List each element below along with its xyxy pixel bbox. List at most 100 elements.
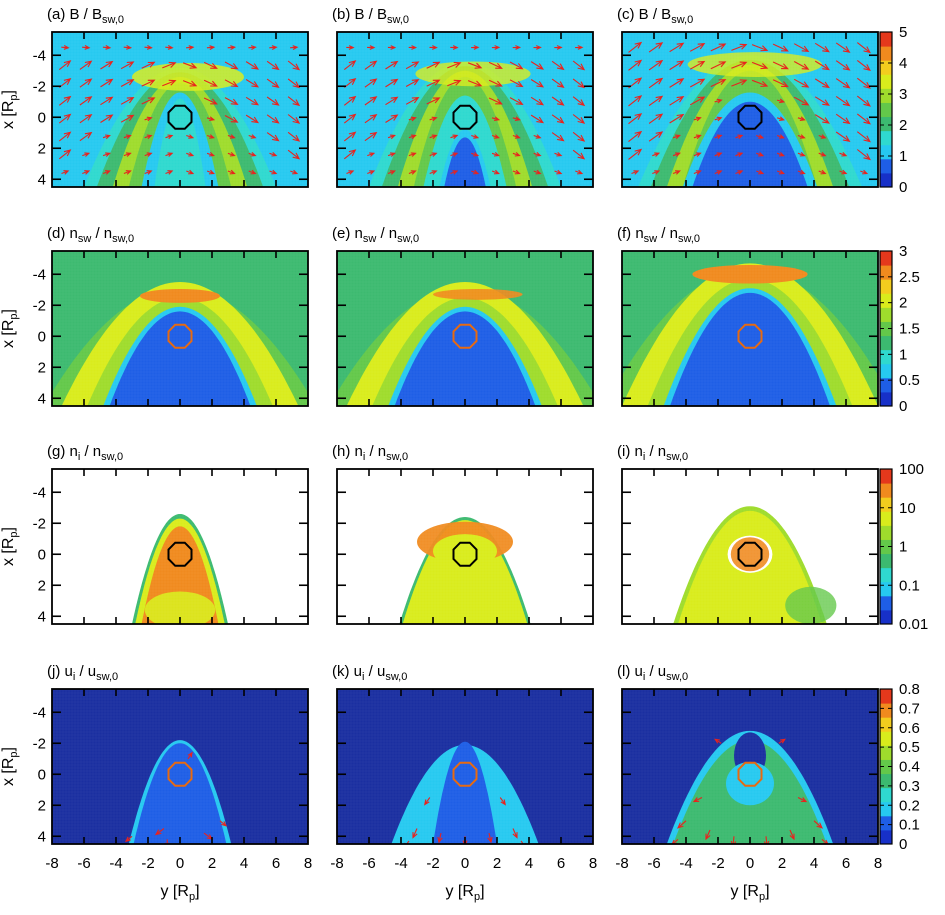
vector-arrow-69 [82, 152, 91, 157]
vector-arrow-88 [797, 169, 806, 175]
vector-arrow-6 [499, 797, 506, 806]
vector-arrow-37 [648, 95, 664, 107]
vector-arrow-81 [652, 170, 661, 175]
vector-arrow-50 [144, 116, 153, 122]
x-tick-label: -4 [679, 855, 692, 872]
vector-arrow-53 [530, 114, 545, 124]
colorbar-row-0: 5 4 3 2 1 0 [879, 24, 907, 196]
panel-body [52, 689, 308, 844]
vector-arrow-11 [290, 45, 299, 50]
panel-body [622, 32, 878, 187]
panel-title: (g) ni / nsw,0 [47, 443, 123, 463]
vector-arrow-32 [509, 79, 524, 88]
colorbar-segment [880, 74, 892, 89]
vector-arrow-35 [572, 78, 586, 89]
colorbar-label: 0.1 [899, 577, 920, 594]
colorbar-segment [880, 321, 892, 337]
planet-outline [737, 104, 763, 130]
vector-arrow-0 [676, 820, 687, 829]
vector-arrow-28 [710, 79, 727, 88]
vector-arrow-76 [797, 152, 806, 157]
vector-arrow-79 [572, 149, 586, 160]
panel-e: (e) nsw / nsw,0 [332, 225, 594, 407]
vector-arrow-34 [266, 78, 280, 88]
panel-axes [51, 31, 309, 188]
vector-arrow-54 [835, 113, 851, 125]
colorbar-segment [880, 581, 892, 597]
colorbar-segment [880, 469, 892, 484]
panel-i: (i) ni / nsw,0 [617, 443, 879, 625]
vector-arrow-87 [776, 169, 785, 175]
colorbar-label: 0.3 [899, 778, 920, 795]
vector-arrow-60 [429, 134, 438, 140]
colorbar-segment [880, 497, 892, 512]
vector-arrow-91 [860, 169, 869, 175]
vector-arrow-71 [693, 152, 702, 157]
vector-arrow-29 [447, 79, 462, 87]
colorbar-segment [880, 539, 892, 555]
colorbar-label: 1 [899, 346, 907, 363]
x-tick-label: 8 [589, 855, 597, 872]
colorbar-segment [880, 116, 892, 132]
colorbar-label: 2 [899, 295, 907, 312]
colorbar-label: 0 [899, 179, 907, 196]
vector-arrow-44 [551, 96, 565, 106]
panel-title: (f) nsw / nsw,0 [617, 225, 700, 245]
panel-l: (l) ui / usw,0 [617, 663, 879, 845]
panel-axes [51, 468, 309, 625]
vector-arrow-8 [793, 43, 810, 52]
y-tick-label: 2 [38, 797, 46, 814]
panel-title: (k) ui / usw,0 [332, 663, 407, 683]
vector-arrow-36 [58, 95, 72, 106]
vector-arrow-37 [364, 96, 378, 106]
vector-arrow-26 [100, 78, 114, 88]
vector-arrow-52 [224, 115, 239, 123]
vector-arrow-73 [165, 152, 174, 157]
vector-arrow-46 [628, 113, 643, 125]
panel-title: (j) ui / usw,0 [47, 663, 118, 683]
y-tick-label: 0 [38, 109, 46, 126]
y-tick-label: 2 [38, 140, 46, 157]
vector-arrow-77 [533, 151, 542, 157]
colorbar-row-1: 3 2.5 2 1.5 1 0.5 0 [879, 243, 920, 415]
vector-arrow-60 [144, 134, 153, 140]
vector-arrow-43 [530, 96, 545, 106]
vector-arrow-23 [572, 60, 586, 71]
vector-arrow-21 [530, 61, 545, 70]
vector-arrow-77 [818, 152, 827, 157]
colorbar-segment [880, 293, 892, 308]
vector-arrow-41 [488, 97, 503, 105]
vector-arrow-70 [387, 152, 396, 157]
vector-arrow-3 [689, 43, 706, 52]
vector-arrow-25 [79, 78, 93, 88]
colorbar-segment [880, 60, 892, 75]
colorbar-segment [880, 88, 892, 103]
vector-arrow-82 [102, 170, 111, 175]
colorbar-segment [880, 158, 892, 174]
planet-outline [737, 761, 763, 787]
colorbar-label: 0.7 [899, 700, 920, 717]
vector-arrow-9 [814, 42, 830, 53]
panel-title: (a) B / Bsw,0 [47, 6, 124, 26]
panel-body [622, 469, 878, 624]
vector-arrow-57 [648, 131, 664, 142]
colorbar-segment [880, 609, 892, 625]
panel-axes [621, 250, 879, 407]
vector-arrow-58 [102, 134, 111, 140]
panel-a: (a) B / Bsw,0 [47, 6, 309, 188]
planet-outline [167, 104, 193, 130]
colorbar-label: 0 [899, 398, 907, 415]
colorbar-segment [880, 32, 892, 47]
vector-arrow-5 [450, 45, 459, 50]
vector-arrow-66 [551, 132, 565, 142]
panel-axes [51, 250, 309, 407]
colorbar-segment [880, 483, 892, 498]
vector-arrow-80 [346, 170, 355, 175]
colorbar-segment [880, 307, 892, 322]
vector-arrow-64 [512, 134, 521, 139]
vector-arrow-51 [206, 116, 216, 121]
vector-arrow-7 [404, 840, 410, 844]
colorbar-label: 1 [899, 539, 907, 556]
vector-arrow-1 [437, 832, 443, 844]
vector-arrow-50 [429, 116, 438, 122]
